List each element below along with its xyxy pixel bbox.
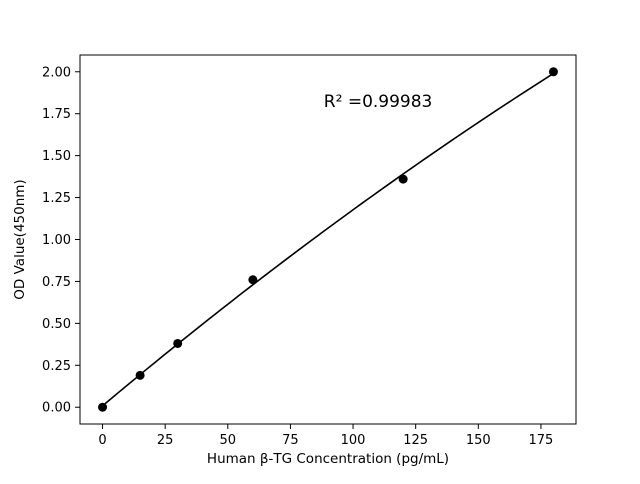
data-point (173, 338, 183, 348)
data-points (98, 67, 558, 412)
x-tick-label: 100 (341, 433, 366, 448)
data-point (135, 370, 145, 380)
y-tick-label: 1.50 (42, 149, 71, 164)
x-tick-label: 175 (529, 433, 554, 448)
x-tick-label: 50 (220, 433, 237, 448)
x-axis-label: Human β-TG Concentration (pg/mL) (207, 451, 449, 467)
y-tick-label: 1.25 (42, 191, 71, 206)
x-tick-label: 75 (282, 433, 299, 448)
data-point (548, 67, 558, 77)
y-tick-label: 1.00 (42, 233, 71, 248)
x-tick-label: 125 (403, 433, 428, 448)
y-tick-label: 2.00 (42, 65, 71, 80)
data-point (398, 174, 408, 184)
y-tick-label: 0.50 (42, 317, 71, 332)
r-squared-annotation: R² =0.99983 (324, 92, 433, 112)
x-tick-label: 150 (466, 433, 491, 448)
x-tick-label: 0 (98, 433, 106, 448)
y-tick-label: 0.75 (42, 275, 71, 290)
data-point (98, 402, 108, 412)
y-axis-label: OD Value(450nm) (12, 179, 28, 299)
data-point (248, 275, 258, 285)
y-tick-label: 1.75 (42, 107, 71, 122)
y-tick-label: 0.25 (42, 359, 71, 374)
y-axis: 0.00 0.25 0.50 0.75 1.00 1.25 1.50 1.75 2.00 (42, 65, 80, 416)
x-tick-label: 25 (157, 433, 174, 448)
x-axis: 0 25 50 75 100 125 150 175 (98, 424, 553, 448)
y-tick-label: 0.00 (42, 401, 71, 416)
